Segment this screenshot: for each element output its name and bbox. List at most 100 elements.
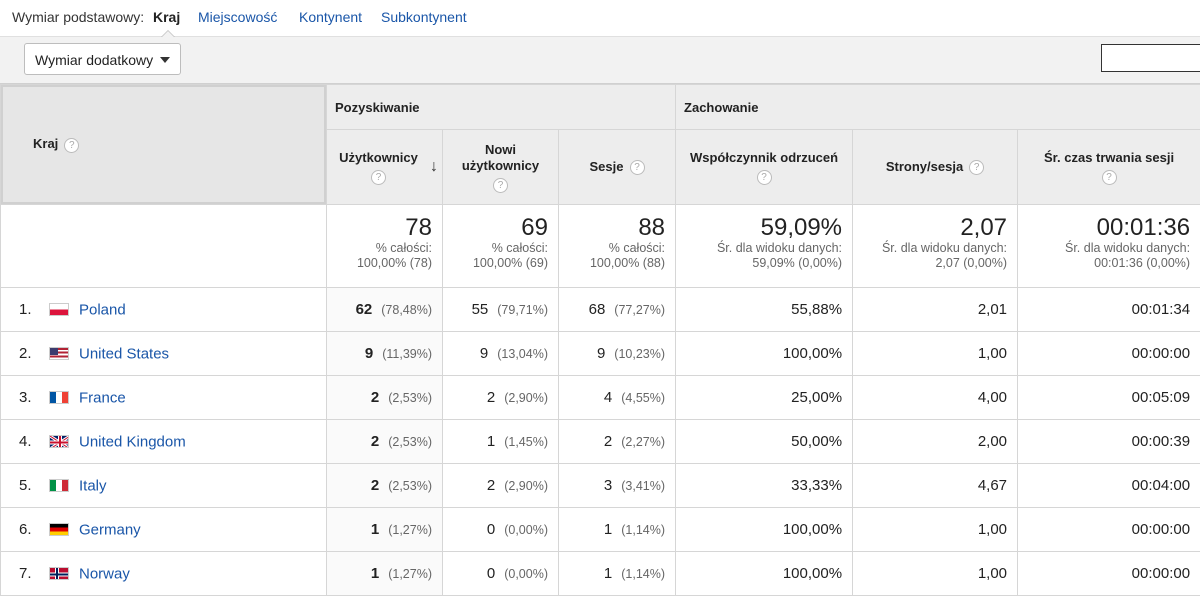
users-value: 1 bbox=[370, 521, 380, 538]
pages-per-session-cell: 4,00 bbox=[852, 375, 1019, 420]
group-header-behavior: Zachowanie bbox=[675, 84, 1200, 130]
country-link[interactable]: United Kingdom bbox=[79, 433, 186, 451]
flag-norway-icon bbox=[49, 567, 69, 581]
help-icon[interactable]: ? bbox=[969, 160, 985, 176]
column-header-sessions[interactable]: Sesje? bbox=[557, 129, 677, 205]
users-value: 2 bbox=[370, 389, 380, 406]
pages-per-session-cell: 1,00 bbox=[852, 551, 1019, 596]
total-users-value: 78 bbox=[405, 214, 432, 241]
country-link[interactable]: Poland bbox=[79, 301, 126, 319]
total-users-caption: % całości: bbox=[375, 241, 432, 255]
sort-descending-arrow-icon[interactable]: ↓ bbox=[430, 158, 438, 175]
flag-italy-icon bbox=[49, 479, 69, 493]
table-row: 1. Poland 62 (78,48%) 55 (79,71%) 68 (77,27%) 55… bbox=[0, 287, 1200, 332]
pages-per-session-cell: 1,00 bbox=[852, 507, 1019, 552]
new-users-percent: (13,04%) bbox=[497, 346, 548, 361]
country-link[interactable]: France bbox=[79, 389, 126, 407]
sessions-value: 4 bbox=[603, 389, 613, 406]
row-index: 3. bbox=[19, 388, 32, 406]
active-tab-pointer-icon bbox=[161, 30, 175, 37]
country-cell: 3. France bbox=[0, 375, 327, 420]
users-cell: 9 (11,39%) bbox=[326, 331, 443, 376]
column-header-pages-per-session[interactable]: Strony/sesja? bbox=[852, 129, 1019, 205]
new-users-percent: (0,00%) bbox=[504, 566, 548, 581]
column-label-avg-session-duration: Śr. czas trwania sesji bbox=[1044, 149, 1175, 165]
total-bounce-rate: 59,09% Śr. dla widoku danych: 59,09% (0,… bbox=[675, 204, 854, 288]
table-search-input[interactable] bbox=[1101, 44, 1200, 72]
avg-session-duration-cell: 00:00:00 bbox=[1017, 507, 1200, 552]
users-cell: 2 (2,53%) bbox=[326, 419, 443, 464]
table-row: 5. Italy 2 (2,53%) 2 (2,90%) 3 (3,41%) 33,33% 4,6… bbox=[0, 463, 1200, 508]
flag-france-icon bbox=[49, 391, 69, 405]
sessions-cell: 4 (4,55%) bbox=[557, 375, 677, 420]
column-header-avg-session-duration[interactable]: Śr. czas trwania sesji ? bbox=[1017, 129, 1200, 205]
sessions-percent: (10,23%) bbox=[614, 346, 666, 361]
sessions-percent: (1,14%) bbox=[621, 566, 666, 581]
avg-session-duration-cell: 00:05:09 bbox=[1017, 375, 1200, 420]
column-label-pages-per-session: Strony/sesja bbox=[885, 158, 964, 174]
users-value: 2 bbox=[370, 477, 380, 494]
flag-united-states-icon bbox=[49, 347, 69, 361]
avg-session-duration-cell: 00:01:34 bbox=[1017, 287, 1200, 332]
sessions-value: 1 bbox=[603, 521, 613, 538]
users-percent: (1,27%) bbox=[388, 566, 432, 581]
country-link[interactable]: United States bbox=[79, 345, 170, 363]
table-row: 3. France 2 (2,53%) 2 (2,90%) 4 (4,55%) 25,00% 4,… bbox=[0, 375, 1200, 420]
total-sessions-value: 88 bbox=[638, 214, 666, 241]
help-icon[interactable]: ? bbox=[629, 160, 645, 176]
sessions-value: 3 bbox=[603, 477, 613, 494]
country-link[interactable]: Germany bbox=[79, 521, 141, 539]
dimension-option-kontynent[interactable]: Kontynent bbox=[299, 9, 363, 25]
sessions-cell: 1 (1,14%) bbox=[557, 507, 677, 552]
flag-poland-icon bbox=[49, 303, 69, 317]
country-link[interactable]: Italy bbox=[79, 477, 107, 495]
secondary-dimension-dropdown[interactable]: Wymiar dodatkowy bbox=[24, 43, 181, 75]
new-users-cell: 0 (0,00%) bbox=[442, 551, 559, 596]
country-cell: 7. Norway bbox=[0, 551, 327, 596]
sessions-cell: 1 (1,14%) bbox=[557, 551, 677, 596]
table-rows: 1. Poland 62 (78,48%) 55 (79,71%) 68 (77,27%) 55… bbox=[0, 287, 1200, 596]
users-percent: (78,48%) bbox=[381, 302, 432, 317]
help-icon[interactable]: ? bbox=[756, 169, 772, 185]
users-value: 9 bbox=[364, 345, 374, 362]
help-icon[interactable]: ? bbox=[492, 177, 508, 193]
total-sessions-caption: % całości: bbox=[608, 241, 666, 255]
total-avg-session-duration: 00:01:36 Śr. dla widoku danych: 00:01:36… bbox=[1017, 204, 1200, 288]
new-users-value: 1 bbox=[486, 433, 496, 450]
dimension-header-kraj[interactable]: Kraj? bbox=[0, 84, 327, 205]
dimension-option-miejscowosc[interactable]: Miejscowość bbox=[198, 9, 278, 25]
users-cell: 62 (78,48%) bbox=[326, 287, 443, 332]
sessions-percent: (77,27%) bbox=[614, 302, 666, 317]
country-link[interactable]: Norway bbox=[79, 565, 130, 583]
new-users-percent: (0,00%) bbox=[504, 522, 548, 537]
sessions-value: 68 bbox=[588, 301, 606, 318]
sessions-value: 1 bbox=[603, 565, 613, 582]
total-new-users-value: 69 bbox=[521, 214, 548, 241]
help-icon[interactable]: ? bbox=[371, 169, 386, 185]
new-users-cell: 1 (1,45%) bbox=[442, 419, 559, 464]
users-cell: 1 (1,27%) bbox=[326, 507, 443, 552]
dimension-option-kraj[interactable]: Kraj bbox=[153, 9, 181, 25]
column-header-new-users[interactable]: Nowi użytkownicy ? bbox=[442, 129, 559, 205]
dimension-option-subkontynent[interactable]: Subkontynent bbox=[381, 9, 467, 25]
column-label-bounce-rate: Współczynnik odrzuceń bbox=[689, 149, 839, 165]
report-table: Kraj? Pozyskiwanie Zachowanie Użytkownic… bbox=[0, 84, 1200, 596]
help-icon[interactable]: ? bbox=[1101, 169, 1117, 185]
total-users-detail: 100,00% (78) bbox=[356, 256, 432, 270]
users-value: 2 bbox=[370, 433, 380, 450]
column-header-users[interactable]: Użytkownicy ? ↓ bbox=[326, 129, 443, 205]
country-cell: 6. Germany bbox=[0, 507, 327, 552]
column-header-bounce-rate[interactable]: Współczynnik odrzuceń ? bbox=[675, 129, 854, 205]
total-new-users-detail: 100,00% (69) bbox=[472, 256, 548, 270]
row-index: 2. bbox=[19, 344, 32, 362]
help-icon[interactable]: ? bbox=[64, 137, 80, 153]
bounce-rate-cell: 100,00% bbox=[675, 331, 854, 376]
row-index: 6. bbox=[19, 520, 32, 538]
sessions-value: 9 bbox=[596, 345, 606, 362]
row-index: 1. bbox=[19, 300, 32, 318]
avg-session-duration-cell: 00:00:39 bbox=[1017, 419, 1200, 464]
group-header-acquisition: Pozyskiwanie bbox=[325, 84, 677, 130]
avg-session-duration-cell: 00:00:00 bbox=[1017, 331, 1200, 376]
new-users-value: 0 bbox=[486, 521, 496, 538]
new-users-percent: (79,71%) bbox=[497, 302, 548, 317]
